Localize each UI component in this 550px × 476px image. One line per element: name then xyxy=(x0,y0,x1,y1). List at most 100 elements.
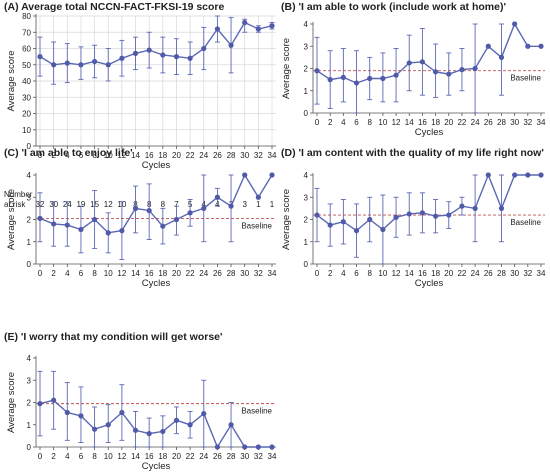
data-point xyxy=(525,43,531,49)
x-tick-label: 28 xyxy=(227,269,236,278)
x-tick-label: 2 xyxy=(328,269,333,278)
data-point xyxy=(146,208,152,214)
y-tick-label: 2 xyxy=(304,65,309,74)
data-point xyxy=(419,59,426,65)
data-point xyxy=(406,60,412,66)
data-point xyxy=(187,55,193,61)
x-tick-label: 28 xyxy=(227,151,236,160)
data-point xyxy=(37,54,43,60)
x-tick-label: 24 xyxy=(199,452,208,461)
data-point xyxy=(214,26,221,32)
x-tick-label: 20 xyxy=(172,151,181,160)
x-tick-label: 18 xyxy=(158,452,167,461)
x-tick-label: 24 xyxy=(471,269,480,278)
x-tick-label: 22 xyxy=(186,269,195,278)
data-point xyxy=(91,216,98,223)
data-point xyxy=(353,80,360,86)
x-tick-label: 30 xyxy=(240,452,249,461)
data-point xyxy=(173,216,180,223)
data-point xyxy=(459,203,465,209)
data-point xyxy=(187,422,193,428)
data-point xyxy=(525,172,531,178)
data-point xyxy=(538,172,544,178)
x-tick-label: 24 xyxy=(471,118,480,127)
data-point xyxy=(432,69,439,75)
x-tick-label: 22 xyxy=(186,452,195,461)
data-point xyxy=(472,205,478,211)
y-axis-label: Average score xyxy=(281,38,292,99)
data-point xyxy=(255,194,261,200)
x-tick-label: 12 xyxy=(117,269,126,278)
y-tick-label: 3 xyxy=(304,42,309,51)
data-point xyxy=(255,444,261,450)
x-axis-label: Cycles xyxy=(415,127,444,138)
y-tick-label: 4 xyxy=(27,354,32,363)
data-point xyxy=(269,23,275,29)
x-tick-label: 32 xyxy=(254,151,263,160)
data-point xyxy=(228,203,234,209)
x-tick-label: 26 xyxy=(484,269,493,278)
data-point xyxy=(327,222,333,228)
x-tick-label: 4 xyxy=(341,118,346,127)
x-tick-label: 6 xyxy=(79,452,84,461)
data-point xyxy=(459,67,465,73)
x-tick-label: 0 xyxy=(38,269,43,278)
y-tick-label: 40 xyxy=(22,77,31,86)
x-tick-label: 14 xyxy=(405,118,414,127)
data-point xyxy=(160,52,166,58)
y-tick-label: 4 xyxy=(304,171,309,180)
data-point xyxy=(485,172,491,178)
x-tick-label: 22 xyxy=(457,118,466,127)
x-tick-label: 6 xyxy=(79,151,84,160)
y-tick-label: 2 xyxy=(27,216,32,225)
data-point xyxy=(146,47,152,53)
x-tick-label: 26 xyxy=(213,452,222,461)
x-tick-label: 28 xyxy=(497,118,506,127)
x-tick-label: 0 xyxy=(315,118,320,127)
risk-value: 12 xyxy=(104,200,113,209)
y-tick-label: 1 xyxy=(304,87,309,96)
data-point xyxy=(105,422,111,428)
data-point xyxy=(160,223,166,229)
data-point xyxy=(393,72,399,78)
x-tick-label: 34 xyxy=(268,151,277,160)
x-tick-label: 20 xyxy=(172,452,181,461)
y-tick-label: 0 xyxy=(27,260,32,269)
data-point xyxy=(353,228,360,234)
data-point xyxy=(314,68,320,74)
x-tick-label: 4 xyxy=(65,151,70,160)
data-point xyxy=(64,60,70,66)
x-tick-label: 10 xyxy=(104,151,113,160)
y-tick-label: 4 xyxy=(304,20,309,29)
data-point xyxy=(214,444,221,450)
data-point xyxy=(314,212,320,218)
chart-panel-4: (E) 'I worry that my condition will get … xyxy=(4,331,277,472)
chart-panel-0: (A) Average total NCCN-FACT-FKSI-19 scor… xyxy=(4,1,277,171)
x-tick-label: 26 xyxy=(484,118,493,127)
data-point xyxy=(201,411,207,417)
data-point xyxy=(340,74,346,80)
chart-panel-3: (D) 'I am content with the quality of my… xyxy=(281,147,546,289)
baseline-label: Baseline xyxy=(510,74,541,83)
x-tick-label: 14 xyxy=(405,269,414,278)
x-tick-label: 16 xyxy=(145,452,154,461)
x-tick-label: 24 xyxy=(199,269,208,278)
data-point xyxy=(367,75,373,82)
x-tick-label: 30 xyxy=(510,269,519,278)
x-tick-label: 10 xyxy=(104,269,113,278)
x-tick-label: 34 xyxy=(268,452,277,461)
data-point xyxy=(419,210,426,216)
x-tick-label: 16 xyxy=(145,151,154,160)
data-point xyxy=(64,222,70,228)
y-tick-label: 4 xyxy=(27,171,32,180)
x-tick-label: 18 xyxy=(158,151,167,160)
data-point xyxy=(432,213,439,219)
data-point xyxy=(78,413,84,419)
data-point xyxy=(214,194,221,200)
data-point xyxy=(485,43,491,49)
data-point xyxy=(201,205,207,211)
data-point xyxy=(498,205,505,211)
data-point xyxy=(269,172,275,178)
data-point xyxy=(498,54,505,60)
